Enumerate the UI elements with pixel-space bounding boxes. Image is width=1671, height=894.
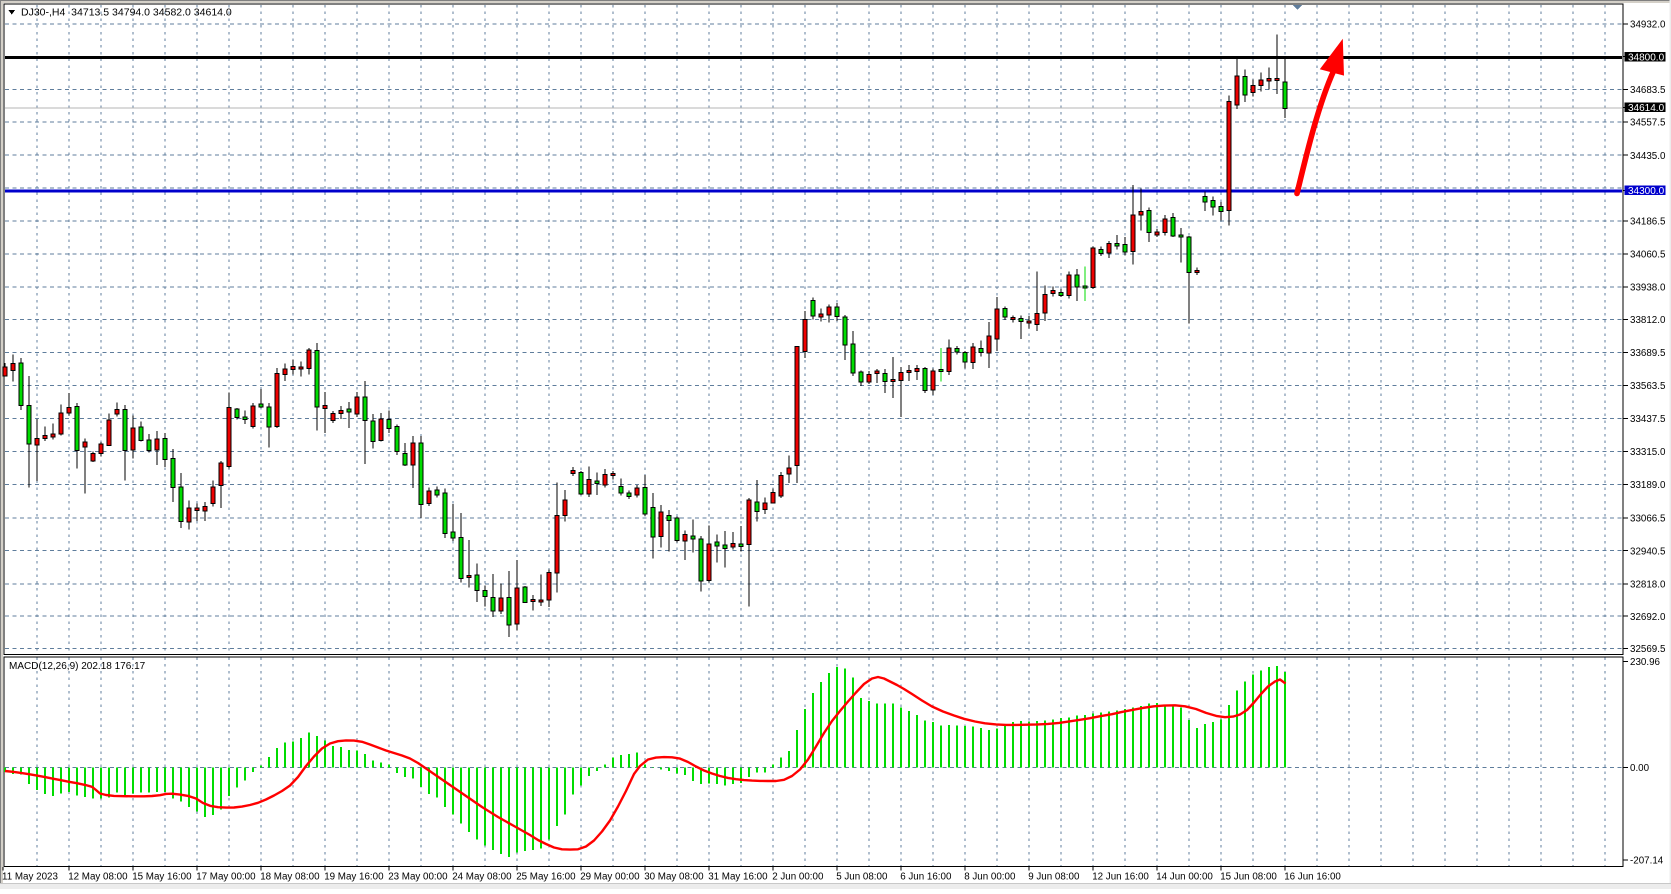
- svg-text:33938.0: 33938.0: [1630, 282, 1666, 293]
- svg-text:-207.14: -207.14: [1630, 855, 1664, 866]
- svg-text:33812.0: 33812.0: [1630, 315, 1666, 326]
- svg-text:15 May 16:00: 15 May 16:00: [132, 872, 192, 883]
- svg-text:33189.0: 33189.0: [1630, 480, 1666, 491]
- svg-text:34300.0: 34300.0: [1628, 186, 1665, 197]
- svg-text:DJ30-,H4 34713.5 34794.0 3458: DJ30-,H4 34713.5 34794.0 34582.0 34614.0: [21, 7, 232, 19]
- svg-text:32569.5: 32569.5: [1630, 644, 1666, 655]
- svg-text:8 Jun 00:00: 8 Jun 00:00: [964, 872, 1016, 883]
- svg-text:12 Jun 16:00: 12 Jun 16:00: [1092, 872, 1149, 883]
- svg-text:25 May 16:00: 25 May 16:00: [516, 872, 576, 883]
- svg-text:12 May 08:00: 12 May 08:00: [68, 872, 128, 883]
- svg-text:29 May 00:00: 29 May 00:00: [580, 872, 640, 883]
- svg-text:17 May 00:00: 17 May 00:00: [196, 872, 256, 883]
- svg-text:MACD(12,26,9) 202.18 176.17: MACD(12,26,9) 202.18 176.17: [9, 661, 146, 672]
- svg-text:32818.0: 32818.0: [1630, 579, 1666, 590]
- svg-text:5 Jun 08:00: 5 Jun 08:00: [836, 872, 888, 883]
- svg-text:34614.0: 34614.0: [1628, 103, 1665, 114]
- svg-text:33066.5: 33066.5: [1630, 514, 1666, 525]
- svg-text:9 Jun 08:00: 9 Jun 08:00: [1028, 872, 1080, 883]
- svg-text:31 May 16:00: 31 May 16:00: [708, 872, 768, 883]
- svg-text:23 May 00:00: 23 May 00:00: [388, 872, 448, 883]
- svg-text:34186.5: 34186.5: [1630, 216, 1666, 227]
- svg-text:0.00: 0.00: [1630, 763, 1650, 774]
- svg-text:34683.5: 34683.5: [1630, 85, 1666, 96]
- svg-text:30 May 08:00: 30 May 08:00: [644, 872, 704, 883]
- svg-text:14 Jun 00:00: 14 Jun 00:00: [1156, 872, 1213, 883]
- svg-text:34800.0: 34800.0: [1628, 52, 1665, 63]
- svg-text:33563.5: 33563.5: [1630, 381, 1666, 392]
- svg-text:32940.5: 32940.5: [1630, 546, 1666, 557]
- svg-text:33315.0: 33315.0: [1630, 447, 1666, 458]
- svg-text:34435.0: 34435.0: [1630, 151, 1666, 162]
- svg-text:16 Jun 16:00: 16 Jun 16:00: [1284, 872, 1341, 883]
- svg-text:34060.5: 34060.5: [1630, 250, 1666, 261]
- svg-text:34932.0: 34932.0: [1630, 19, 1666, 30]
- svg-text:230.96: 230.96: [1630, 657, 1661, 668]
- svg-text:6 Jun 16:00: 6 Jun 16:00: [900, 872, 952, 883]
- svg-text:32692.0: 32692.0: [1630, 612, 1666, 623]
- svg-text:33689.5: 33689.5: [1630, 348, 1666, 359]
- svg-text:24 May 08:00: 24 May 08:00: [452, 872, 512, 883]
- svg-text:15 Jun 08:00: 15 Jun 08:00: [1220, 872, 1277, 883]
- svg-text:33437.5: 33437.5: [1630, 414, 1666, 425]
- svg-text:34557.5: 34557.5: [1630, 118, 1666, 129]
- svg-text:18 May 08:00: 18 May 08:00: [260, 872, 320, 883]
- svg-text:2 Jun 00:00: 2 Jun 00:00: [772, 872, 824, 883]
- svg-text:19 May 16:00: 19 May 16:00: [324, 872, 384, 883]
- svg-text:11 May 2023: 11 May 2023: [2, 872, 58, 883]
